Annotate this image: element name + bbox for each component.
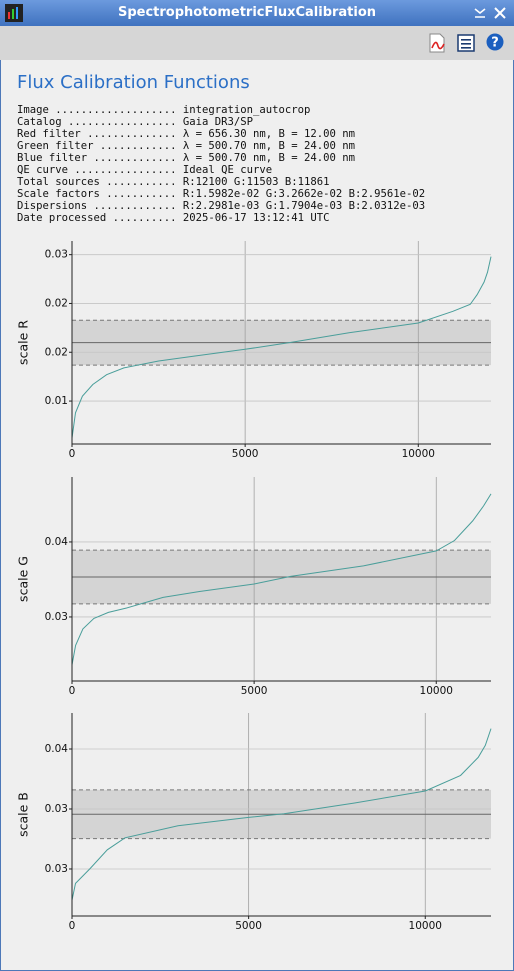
x-tick-label: 5000 bbox=[241, 685, 268, 697]
info-block: Image ................... integration_au… bbox=[17, 104, 425, 224]
x-tick-label: 0 bbox=[69, 920, 76, 932]
window-title: SpectrophotometricFluxCalibration bbox=[117, 5, 377, 20]
x-tick-label: 5000 bbox=[232, 448, 259, 460]
heading: Flux Calibration Functions bbox=[17, 72, 250, 93]
y-tick-label: 0.03 bbox=[45, 803, 68, 815]
pdf-button[interactable] bbox=[429, 33, 445, 53]
info-line: Total sources ........... R:12100 G:1150… bbox=[17, 176, 330, 188]
app-icon-bar bbox=[12, 9, 14, 19]
info-line: Date processed .......... 2025-06-17 13:… bbox=[17, 212, 330, 224]
y-tick-label: 0.04 bbox=[45, 536, 69, 548]
y-axis-label: scale R bbox=[16, 320, 31, 365]
title-icons bbox=[5, 4, 506, 22]
info-line: Red filter .............. λ = 656.30 nm,… bbox=[17, 128, 356, 140]
scale-curve bbox=[71, 493, 492, 665]
app-icon-bar bbox=[8, 12, 10, 19]
y-tick-label: 0.01 bbox=[45, 395, 68, 407]
shade-button[interactable] bbox=[474, 8, 486, 18]
y-axis-label: scale B bbox=[16, 792, 31, 837]
x-tick-label: 10000 bbox=[409, 920, 442, 932]
y-axis-label: scale G bbox=[16, 556, 31, 602]
app-icon-bar bbox=[16, 7, 18, 19]
y-tick-label: 0.03 bbox=[45, 611, 68, 623]
close-button[interactable] bbox=[494, 7, 506, 19]
info-line: Blue filter ............. λ = 500.70 nm,… bbox=[17, 152, 356, 164]
title-bar: SpectrophotometricFluxCalibration bbox=[0, 0, 514, 26]
y-tick-label: 0.02 bbox=[45, 346, 68, 358]
toolbar: ? bbox=[0, 26, 514, 60]
y-tick-label: 0.02 bbox=[45, 297, 68, 309]
x-tick-label: 0 bbox=[69, 448, 76, 460]
info-line: Green filter ............ λ = 500.70 nm,… bbox=[17, 140, 356, 152]
y-tick-label: 0.03 bbox=[45, 863, 68, 875]
scale-curve bbox=[71, 728, 492, 901]
x-tick-label: 0 bbox=[69, 685, 76, 697]
scale-curve bbox=[71, 256, 492, 439]
y-tick-label: 0.03 bbox=[45, 249, 68, 261]
y-tick-label: 0.04 bbox=[45, 743, 69, 755]
info-line: Dispersions ............. R:2.2981e-03 G… bbox=[17, 200, 426, 212]
info-line: Catalog ................. Gaia DR3/SP bbox=[17, 116, 253, 128]
info-line: Image ................... integration_au… bbox=[17, 104, 311, 116]
document-button[interactable] bbox=[457, 34, 475, 52]
help-icon[interactable]: ? bbox=[491, 36, 499, 51]
toolbar-icons: ? bbox=[429, 33, 504, 53]
x-tick-label: 10000 bbox=[402, 448, 435, 460]
help-button[interactable]: ? bbox=[486, 33, 504, 51]
x-tick-label: 10000 bbox=[420, 685, 453, 697]
x-tick-label: 5000 bbox=[235, 920, 262, 932]
info-line: QE curve ................ Ideal QE curve bbox=[17, 164, 273, 176]
info-line: Scale factors ........... R:1.5982e-02 G… bbox=[17, 188, 426, 200]
